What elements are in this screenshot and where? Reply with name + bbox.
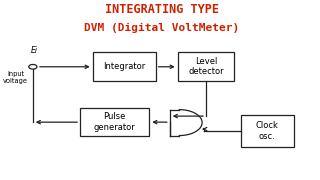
Text: Level
detector: Level detector [188, 57, 224, 76]
Text: Pulse
generator: Pulse generator [94, 112, 136, 132]
Text: Ei: Ei [31, 46, 38, 55]
Bar [80, 108, 149, 136]
Bar [178, 53, 234, 81]
Text: DVM (Digital VoltMeter): DVM (Digital VoltMeter) [84, 23, 240, 33]
Text: Input
voltage: Input voltage [3, 71, 28, 84]
Circle shape [29, 64, 37, 69]
Bar [241, 115, 294, 147]
Bar [93, 53, 156, 81]
Text: Clock
osc.: Clock osc. [256, 121, 279, 141]
Text: Integrator: Integrator [103, 62, 145, 71]
Text: INTEGRATING TYPE: INTEGRATING TYPE [105, 3, 219, 16]
